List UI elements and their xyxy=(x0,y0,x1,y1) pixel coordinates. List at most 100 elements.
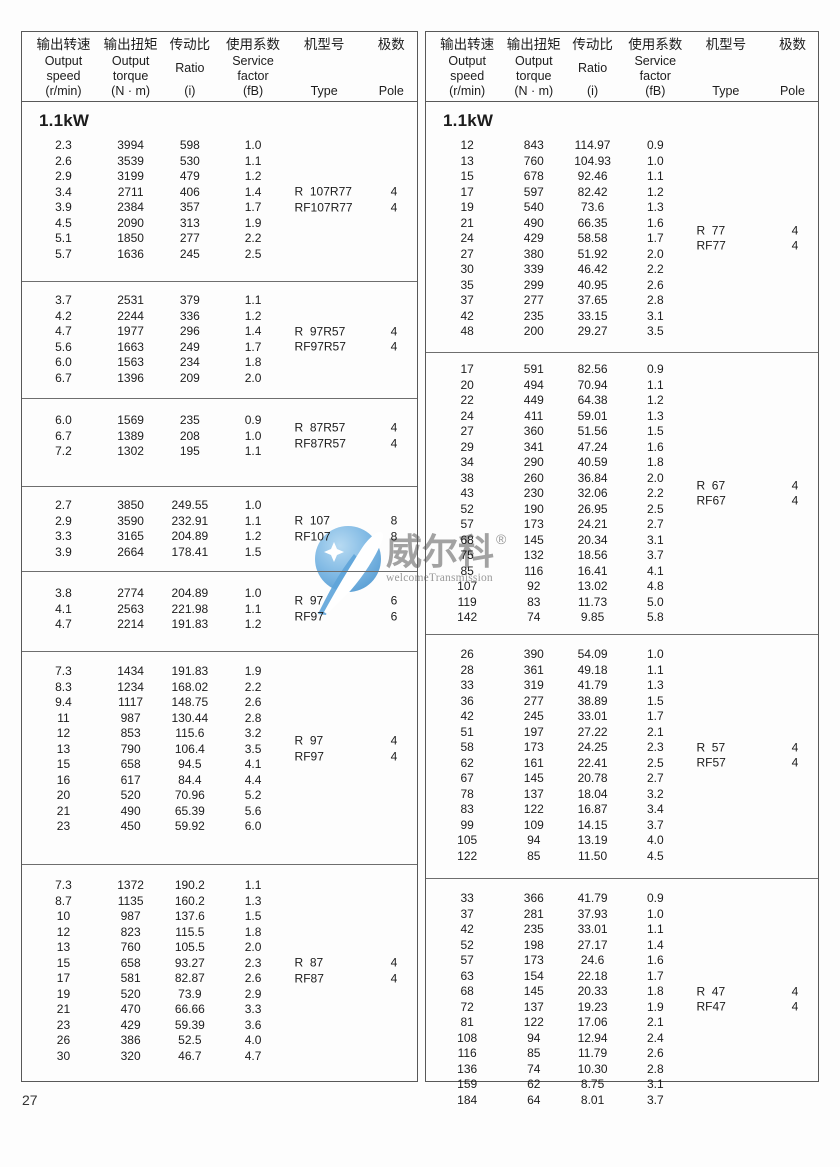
cell-service-factor: 2.0 xyxy=(646,246,664,261)
type-pole-group: R 87 4 RF87 4 xyxy=(295,956,413,987)
cell-torque: 760 xyxy=(523,153,544,168)
cell-torque: 987 xyxy=(120,909,141,923)
cell-torque: 987 xyxy=(120,710,141,725)
cell-service-factor: 1.2 xyxy=(244,617,262,631)
cell-ratio: 59.01 xyxy=(577,408,608,423)
header-unit-label: Type xyxy=(712,84,740,98)
cell-ratio: 137.6 xyxy=(174,909,205,923)
cell-ratio: 245 xyxy=(179,246,200,261)
table-row: 2.7 3850 249.55 1.0 xyxy=(22,498,417,514)
cell-ratio: 115.6 xyxy=(175,726,205,740)
header-english-line: factor xyxy=(639,68,671,83)
cell-torque: 760 xyxy=(120,940,141,954)
cell-speed: 30 xyxy=(56,1048,71,1063)
table-row: 52 190 26.95 2.5 xyxy=(426,502,818,518)
power-rating-label: 1.1kW xyxy=(443,111,494,130)
cell-service-factor: 3.1 xyxy=(646,532,664,547)
cell-torque: 320 xyxy=(120,1048,141,1063)
table-row: 6.0 1563 234 1.8 xyxy=(22,355,417,371)
header-english-label: Output torque xyxy=(112,53,150,84)
cell-torque: 116 xyxy=(524,563,544,578)
cell-ratio: 24.25 xyxy=(577,740,608,754)
cell-service-factor: 3.5 xyxy=(244,741,262,756)
cell-torque: 290 xyxy=(523,455,544,469)
cell-ratio: 29.27 xyxy=(577,324,608,338)
col-header-output-speed: 输出转速 Output speed (r/min) xyxy=(426,37,508,99)
cell-torque: 161 xyxy=(523,755,544,770)
pole-label: 4 xyxy=(791,984,799,998)
table-row: 3.7 2531 379 1.1 xyxy=(22,293,417,309)
cell-ratio: 32.06 xyxy=(577,486,608,500)
cell-ratio: 33.15 xyxy=(577,308,608,323)
table-row: 13 760 105.5 2.0 xyxy=(22,940,417,956)
cell-service-factor: 1.4 xyxy=(244,184,262,199)
cell-ratio: 54.09 xyxy=(577,647,608,661)
cell-torque: 2090 xyxy=(117,215,144,230)
cell-torque: 1434 xyxy=(117,664,144,678)
col-header-ratio: 传动比 Ratio (i) xyxy=(156,37,223,99)
cell-speed: 27 xyxy=(460,246,474,261)
type-row: R 107 8 xyxy=(295,514,413,530)
cell-ratio: 22.18 xyxy=(577,968,608,983)
cell-service-factor: 5.6 xyxy=(244,803,262,818)
col-header-output-torque: 输出扭矩 Output torque (N · m) xyxy=(506,37,561,99)
cell-torque: 380 xyxy=(523,246,544,261)
cell-ratio: 13.02 xyxy=(577,579,608,593)
pole-label: 4 xyxy=(791,740,799,754)
cell-torque: 658 xyxy=(120,955,141,970)
cell-speed: 16 xyxy=(56,772,71,787)
table-row: 42 235 33.01 1.1 xyxy=(426,922,818,938)
cell-ratio: 27.17 xyxy=(577,937,608,952)
cell-ratio: 66.66 xyxy=(174,1002,205,1016)
cell-speed: 51 xyxy=(460,724,474,739)
cell-speed: 42 xyxy=(460,709,474,723)
cell-service-factor: 1.7 xyxy=(646,968,664,983)
cell-speed: 3.9 xyxy=(55,200,72,214)
spec-table-left: 输出转速 Output speed (r/min) 输出扭矩 Output torque (N… xyxy=(21,31,418,1082)
cell-ratio: 479 xyxy=(179,169,200,183)
cell-speed: 6.0 xyxy=(55,355,72,369)
cell-speed: 52 xyxy=(460,937,474,952)
cell-ratio: 20.34 xyxy=(577,532,608,547)
cell-service-factor: 2.2 xyxy=(646,486,664,500)
cell-ratio: 221.98 xyxy=(171,601,209,616)
cell-service-factor: 2.5 xyxy=(244,246,262,261)
cell-service-factor: 2.6 xyxy=(244,971,262,985)
cell-torque: 658 xyxy=(120,757,141,771)
type-label: R 97 xyxy=(294,733,324,748)
pole-label: 8 xyxy=(390,513,398,528)
block-rows: 12 843 114.97 0.9 13 760 104.93 1.0 15 678 92.46 1.… xyxy=(426,138,818,340)
brand-watermark: 威尔科 ® welcomeTransmission xyxy=(300,510,540,620)
cell-service-factor: 1.2 xyxy=(244,308,262,323)
cell-ratio: 204.89 xyxy=(171,529,209,543)
cell-ratio: 530 xyxy=(179,153,200,168)
table-row: 6.7 1389 208 1.0 xyxy=(22,429,417,445)
cell-speed: 184 xyxy=(457,1092,478,1107)
cell-ratio: 47.24 xyxy=(577,439,608,454)
cell-speed: 57 xyxy=(460,517,474,531)
cell-ratio: 105.5 xyxy=(174,940,205,954)
cell-service-factor: 0.9 xyxy=(646,362,664,376)
cell-ratio: 20.78 xyxy=(577,771,608,785)
type-label: RF107 xyxy=(294,529,331,543)
header-chinese-label: 输出扭矩 xyxy=(506,37,561,52)
table-row: 62 161 22.41 2.5 xyxy=(426,756,818,772)
cell-speed: 142 xyxy=(457,610,478,624)
cell-service-factor: 3.7 xyxy=(646,548,664,562)
cell-torque: 145 xyxy=(523,771,544,785)
cell-service-factor: 1.7 xyxy=(244,200,262,214)
cell-torque: 597 xyxy=(523,184,544,199)
cell-service-factor: 1.7 xyxy=(244,339,262,354)
cell-speed: 2.3 xyxy=(55,138,72,152)
header-english-label: Ratio xyxy=(175,53,204,84)
cell-ratio: 195 xyxy=(179,444,200,458)
table-row: 7.3 1372 190.2 1.1 xyxy=(22,878,417,894)
table-row: 68 145 20.33 1.8 xyxy=(426,984,818,1000)
header-chinese-label: 极数 xyxy=(778,37,806,52)
cell-torque: 122 xyxy=(523,1015,544,1029)
cell-ratio: 18.04 xyxy=(577,786,608,801)
cell-ratio: 41.79 xyxy=(577,891,608,905)
header-unit-label: Type xyxy=(310,84,338,98)
cell-torque: 1117 xyxy=(118,695,144,709)
cell-service-factor: 2.5 xyxy=(646,755,664,770)
